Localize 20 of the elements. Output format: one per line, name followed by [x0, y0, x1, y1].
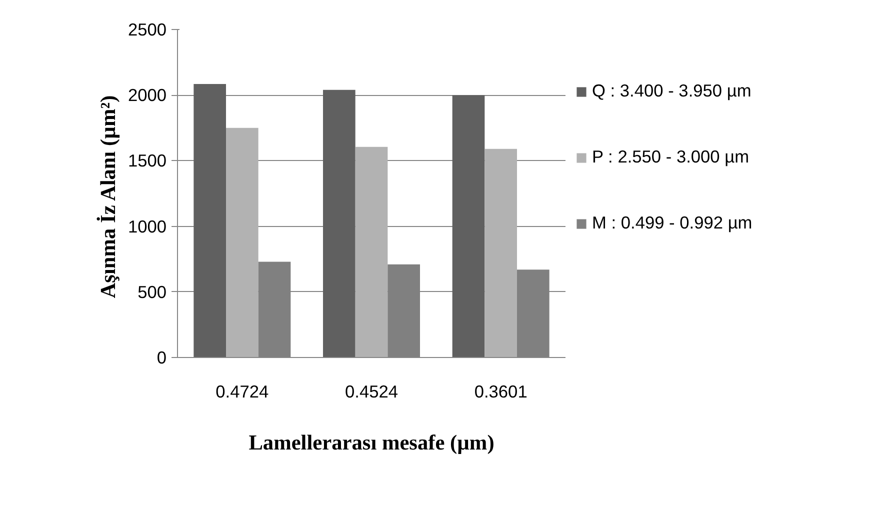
y-tick-label: 2500 [128, 20, 167, 40]
y-axis-title: Aşınma İz Alanı (µm²) [96, 95, 120, 298]
legend-label: M : 0.499 - 0.992 µm [592, 212, 752, 234]
y-tick-label: 500 [138, 282, 167, 302]
bar [194, 84, 226, 358]
x-axis-title: Lamellerarası mesafe (µm) [248, 430, 494, 454]
bar [452, 95, 485, 358]
x-tick-label: 0.3601 [474, 382, 528, 402]
bar [484, 148, 517, 358]
legend-label: P : 2.550 - 3.000 µm [592, 146, 750, 168]
x-tick-label: 0.4724 [216, 382, 270, 402]
bar [323, 90, 356, 358]
bar [226, 128, 258, 358]
y-tick-label: 0 [156, 348, 167, 368]
y-tick-label: 1000 [128, 216, 167, 236]
legend-label: Q : 3.400 - 3.950 µm [592, 80, 752, 102]
y-tick-label: 1500 [128, 150, 167, 171]
bar [355, 146, 388, 358]
y-tick-label: 2000 [128, 85, 167, 106]
x-tick-label: 0.4524 [345, 382, 398, 402]
